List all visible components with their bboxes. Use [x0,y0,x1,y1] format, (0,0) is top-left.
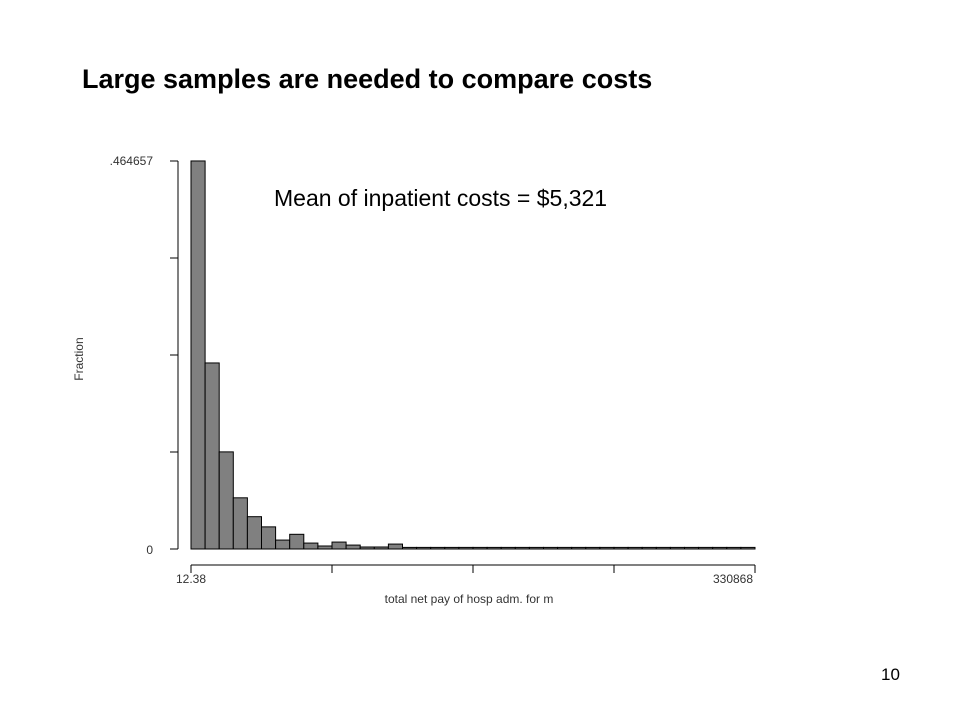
slide-title: Large samples are needed to compare cost… [82,64,653,94]
page-number: 10 [881,665,900,684]
histogram-bar [528,546,545,550]
x-tick-label-max: 330868 [713,572,753,586]
histogram-bar [387,543,403,550]
histogram-bar [331,541,347,550]
y-tick-label-max: .464657 [110,154,154,168]
histogram-bar [190,160,206,550]
histogram-bars [190,160,756,550]
histogram-bar [472,546,488,550]
chart-labels: .464657 0 12.38 330868 total net pay of hosp… [72,154,753,606]
histogram-bar [275,539,291,550]
histogram-bar [655,546,671,550]
histogram-bar [500,546,516,550]
histogram-bar [261,526,277,550]
histogram-bar [571,546,587,550]
histogram-bar [726,546,742,550]
histogram-bar [303,542,319,550]
x-axis-title: total net pay of hosp adm. for m [385,592,554,606]
histogram-bar [740,546,756,550]
histogram-bar [289,533,305,550]
histogram-bar [232,497,248,550]
histogram-bar [543,546,559,550]
mean-cost-annotation: Mean of inpatient costs = $5,321 [274,185,608,211]
histogram-bar [218,451,234,550]
histogram-bar [204,362,220,550]
histogram-bar [698,546,714,550]
histogram-bar [359,546,375,550]
histogram-bar [585,546,601,550]
histogram-bar [627,546,643,550]
histogram-bar [684,546,700,550]
histogram-bar [430,546,446,550]
y-axis-title: Fraction [72,337,86,380]
histogram-bar [514,546,530,550]
histogram-bar [599,546,615,550]
histogram-bar [444,546,460,550]
histogram-bar [246,516,262,550]
histogram-bar [373,546,389,550]
x-tick-label-min: 12.38 [176,572,206,586]
histogram-bar [345,544,361,550]
histogram-bar [402,546,418,550]
histogram-bar [712,546,728,550]
y-tick-label-min: 0 [146,543,153,557]
histogram-bar [641,546,657,550]
histogram-bar [669,546,686,550]
histogram-bar [416,546,432,550]
histogram-bar [486,546,502,550]
histogram-bar [613,546,629,550]
histogram-bar [458,546,474,550]
chart-axes [170,160,756,573]
histogram-bar [557,546,573,550]
histogram-bar [317,545,333,550]
